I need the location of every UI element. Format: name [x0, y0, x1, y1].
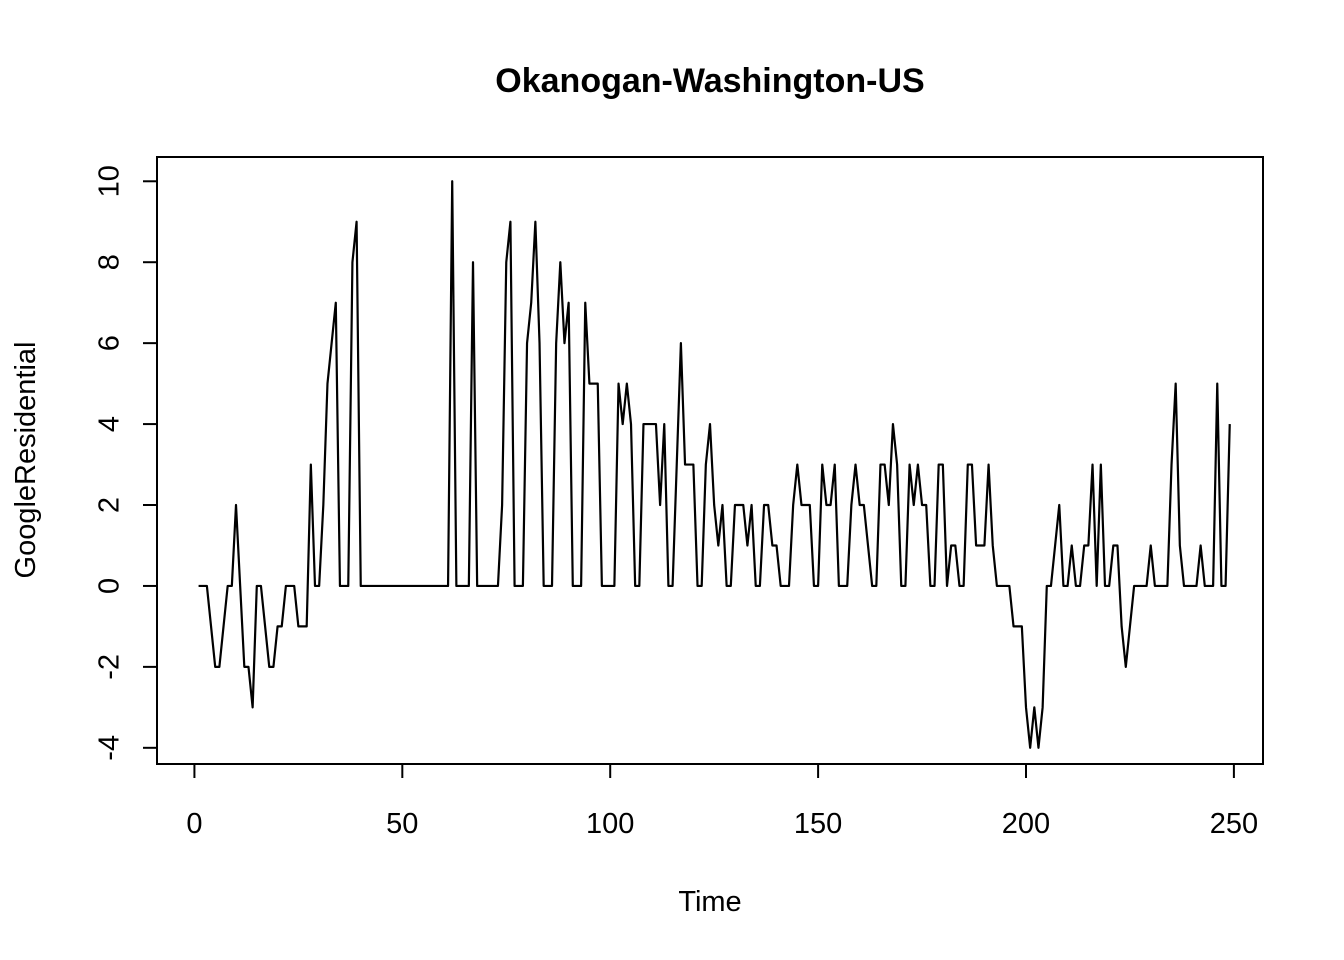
- y-tick-label: -4: [94, 735, 126, 761]
- chart-title: Okanogan-Washington-US: [495, 62, 924, 100]
- y-tick-label: 0: [94, 578, 126, 594]
- y-tick-label: 6: [94, 335, 126, 351]
- y-tick-label: 10: [94, 165, 126, 197]
- x-axis: 0 50 100 150 200 250: [186, 763, 1258, 840]
- x-tick-label: 0: [186, 808, 202, 840]
- x-axis-label: Time: [678, 886, 741, 918]
- y-axis-label: GoogleResidential: [10, 342, 42, 579]
- plot-frame: [156, 156, 1264, 765]
- x-tick-label: 50: [386, 808, 418, 840]
- y-tick-label: 2: [94, 497, 126, 513]
- y-tick-label: -2: [94, 654, 126, 680]
- y-axis: -4 -2 0 2 4 6 8 10: [94, 165, 158, 761]
- series-line: [198, 180, 1231, 749]
- y-tick-label: 4: [94, 416, 126, 432]
- x-tick-label: 150: [794, 808, 842, 840]
- x-tick-label: 250: [1210, 808, 1258, 840]
- x-tick-label: 100: [586, 808, 634, 840]
- y-tick-label: 8: [94, 254, 126, 270]
- x-tick-label: 200: [1002, 808, 1050, 840]
